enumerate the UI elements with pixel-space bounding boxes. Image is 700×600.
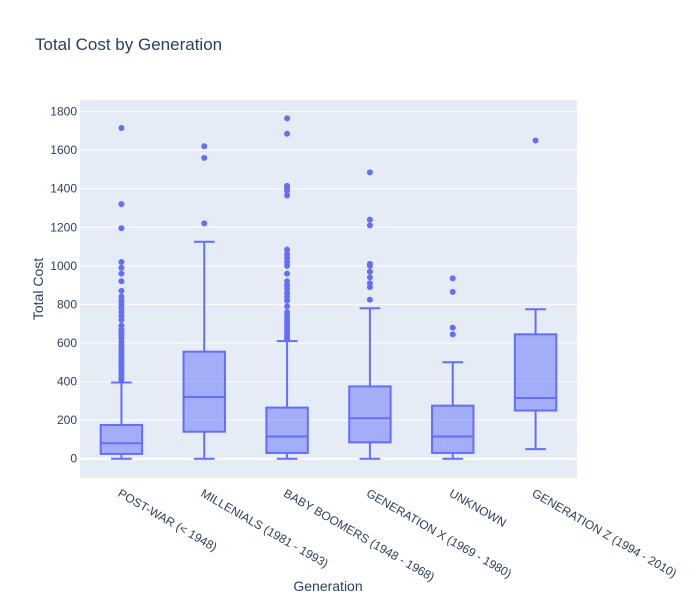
y-tick-label: 1000 xyxy=(50,259,77,273)
box-iqr xyxy=(265,406,309,454)
box-iqr xyxy=(182,350,226,433)
boxes xyxy=(99,115,558,460)
outlier-point xyxy=(118,124,125,131)
outlier-point xyxy=(366,216,373,223)
box-trace xyxy=(99,124,144,460)
outlier-point xyxy=(366,222,373,229)
outlier-point xyxy=(284,115,291,122)
outlier-point xyxy=(118,270,125,277)
x-axis-title: Generation xyxy=(293,578,362,594)
y-tick-label: 800 xyxy=(57,297,77,311)
box-trace xyxy=(182,143,226,460)
outlier-point xyxy=(284,278,291,285)
y-tick-label: 0 xyxy=(70,452,77,466)
x-tick-label: BABY BOOMERS (1948 - 1968) xyxy=(281,486,437,584)
outlier-point xyxy=(366,280,373,287)
outlier-point xyxy=(118,287,125,294)
x-tick-label: GENERATION Z (1994 - 2010) xyxy=(530,486,679,580)
outlier-point xyxy=(284,246,291,253)
box-trace xyxy=(431,275,475,460)
outlier-point xyxy=(201,143,208,150)
outlier-point xyxy=(118,201,125,208)
y-tick-label: 200 xyxy=(57,413,77,427)
outlier-point xyxy=(201,220,208,227)
plot-area xyxy=(80,100,577,478)
y-tick-labels: 0 200 400 600 800 1000 1200 1400 1600 1800 xyxy=(50,105,77,466)
x-tick-labels: POST-WAR (< 1948)MILLENIALS (1981 - 1993… xyxy=(116,486,680,584)
outlier-point xyxy=(118,322,125,329)
outlier-point xyxy=(284,309,291,316)
box-iqr xyxy=(99,423,144,455)
y-tick-label: 600 xyxy=(57,336,77,350)
box-iqr xyxy=(431,404,475,454)
outlier-point xyxy=(284,192,291,199)
outlier-point xyxy=(284,251,291,258)
outlier-point xyxy=(118,293,125,300)
box-trace xyxy=(265,115,309,460)
outlier-point xyxy=(366,169,373,176)
outlier-point xyxy=(118,264,125,271)
outlier-point xyxy=(118,259,125,265)
outlier-point xyxy=(366,296,373,303)
grid-lines xyxy=(80,111,577,460)
chart-title: Total Cost by Generation xyxy=(35,35,222,54)
x-tick-label: GENERATION X (1969 - 1980) xyxy=(364,486,514,581)
outlier-point xyxy=(366,260,373,267)
x-tick-label: UNKNOWN xyxy=(447,486,509,530)
y-tick-label: 1200 xyxy=(50,220,77,234)
outlier-point xyxy=(449,275,456,282)
outlier-point xyxy=(449,331,456,338)
box-trace xyxy=(513,137,558,451)
box-trace xyxy=(348,169,392,460)
outlier-point xyxy=(284,130,291,137)
y-tick-label: 400 xyxy=(57,375,77,389)
outlier-point xyxy=(366,274,373,281)
outlier-point xyxy=(366,268,373,275)
outlier-point xyxy=(284,303,291,310)
outlier-point xyxy=(284,182,291,189)
box-iqr xyxy=(348,385,392,444)
y-tick-label: 1600 xyxy=(50,143,77,157)
box-iqr xyxy=(513,333,558,412)
outlier-point xyxy=(118,225,125,232)
outlier-point xyxy=(449,288,456,295)
y-axis-title: Total Cost xyxy=(30,258,46,320)
outlier-point xyxy=(532,137,539,144)
y-tick-label: 1800 xyxy=(50,105,77,119)
y-tick-label: 1400 xyxy=(50,182,77,196)
outlier-point xyxy=(449,324,456,331)
outlier-point xyxy=(201,154,208,161)
outlier-point xyxy=(284,270,291,277)
outlier-point xyxy=(118,278,125,285)
